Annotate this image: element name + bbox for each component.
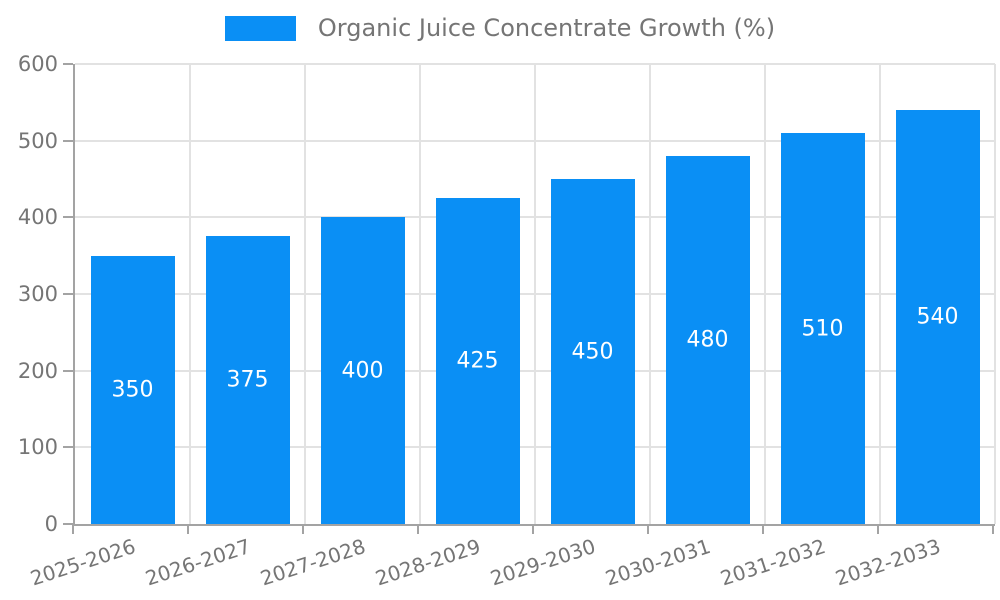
x-tick-mark	[417, 525, 419, 534]
y-axis-tick-label: 400	[17, 205, 58, 230]
y-axis-tick-label: 300	[17, 282, 58, 306]
legend-label: Organic Juice Concentrate Growth (%)	[317, 14, 776, 42]
bar-2028-2029	[436, 198, 520, 524]
y-axis-tick-label: 200	[17, 358, 58, 383]
bar-value-label: 375	[226, 367, 269, 393]
y-axis-tick-label: 600	[17, 52, 58, 76]
bar-value-label: 480	[686, 327, 729, 353]
x-tick-mark	[302, 525, 304, 534]
plot-area: 350 375 400 425 450 480 510 540	[73, 63, 996, 526]
legend: Organic Juice Concentrate Growth (%)	[0, 14, 1000, 42]
y-axis-tick-label: 500	[17, 128, 58, 153]
gridline-vertical	[189, 64, 191, 524]
gridline-vertical	[304, 64, 306, 524]
gridline-vertical	[764, 64, 766, 524]
bar-value-label: 540	[916, 304, 959, 330]
bar-value-label: 450	[571, 339, 614, 364]
x-tick-mark	[877, 525, 879, 534]
gridline-vertical	[994, 64, 996, 524]
y-tick-mark	[63, 216, 73, 219]
y-tick-mark	[63, 293, 73, 295]
bar-2030-2031	[666, 156, 750, 524]
y-axis-tick-label: 0	[44, 512, 58, 536]
y-tick-mark	[63, 63, 73, 65]
bar-2032-2033	[896, 110, 980, 524]
gridline-vertical	[419, 64, 421, 524]
bar-2025-2026	[91, 256, 175, 524]
y-axis-tick-label: 100	[17, 435, 58, 460]
bar-2029-2030	[551, 179, 635, 524]
x-tick-mark	[72, 525, 74, 534]
x-tick-mark	[992, 525, 994, 534]
x-tick-mark	[647, 525, 649, 534]
y-tick-mark	[63, 139, 73, 142]
gridline-vertical	[649, 64, 651, 524]
bar-2027-2028	[321, 217, 405, 524]
bar-value-label: 400	[341, 358, 384, 384]
bar-value-label: 350	[111, 377, 154, 403]
y-tick-mark	[63, 369, 73, 372]
x-tick-mark	[762, 525, 764, 534]
bar-value-label: 425	[456, 348, 499, 374]
gridline-vertical	[534, 64, 536, 524]
bar-2031-2032	[781, 133, 865, 524]
bar-value-label: 510	[801, 316, 844, 341]
x-tick-mark	[187, 525, 189, 534]
x-tick-mark	[532, 525, 534, 534]
y-tick-mark	[63, 523, 73, 525]
gridline-vertical	[879, 64, 881, 524]
y-tick-mark	[63, 446, 73, 449]
legend-swatch	[224, 15, 296, 41]
bar-2026-2027	[206, 236, 290, 524]
